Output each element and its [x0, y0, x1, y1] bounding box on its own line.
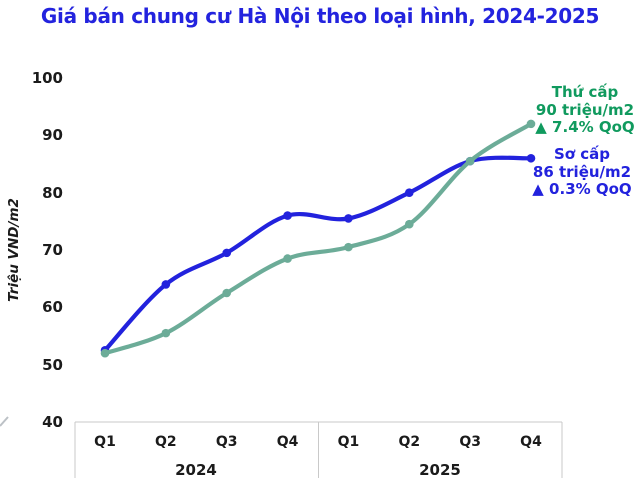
series-line-thu-cap [102, 121, 534, 356]
annotation-series-label: Thứ cấp [551, 83, 619, 101]
data-point-marker [344, 242, 353, 252]
annotation-series-label: Sơ cấp [553, 145, 611, 163]
chart-title: Giá bán chung cư Hà Nội theo loại hình, … [40, 4, 600, 28]
data-point-marker [404, 219, 414, 229]
data-point-marker [465, 156, 475, 166]
y-tick-label: 40 [42, 413, 63, 431]
quarter-label: Q2 [398, 434, 421, 450]
annotation-change: ▲ 7.4% QoQ [535, 118, 635, 136]
annotation-value: 86 triệu/m2 [532, 162, 632, 181]
data-point-marker [526, 153, 536, 163]
year-label-2024: 2024 [175, 461, 217, 479]
y-tick-label: 80 [42, 183, 63, 202]
data-point-marker [404, 188, 414, 197]
quarter-label: Q2 [155, 434, 177, 450]
left-edge-artifact [0, 416, 9, 427]
quarter-label: Q3 [459, 434, 481, 450]
y-tick-label: 90 [42, 126, 63, 145]
annotation-thu-cap: Thứ cấp 90 triệu/m2 ▲ 7.4% QoQ [530, 83, 640, 137]
data-point-marker [100, 348, 110, 358]
quarter-label: Q4 [276, 434, 299, 450]
data-point-marker [161, 280, 171, 289]
y-tick-label: 60 [42, 298, 63, 317]
y-tick-label: 70 [42, 241, 63, 259]
data-point-marker [161, 328, 171, 338]
quarter-label: Q1 [337, 434, 360, 450]
data-point-marker [222, 288, 232, 298]
quarter-label: Q4 [520, 434, 542, 450]
annotation-so-cap: Sơ cấp 86 triệu/m2 ▲ 0.3% QoQ [527, 145, 637, 199]
data-point-marker [283, 254, 292, 263]
data-point-marker [344, 214, 353, 223]
annotation-change: ▲ 0.3% QoQ [532, 180, 632, 198]
year-label-2025: 2025 [419, 461, 461, 479]
y-tick-label: 100 [31, 69, 63, 87]
data-point-marker [222, 248, 232, 258]
y-tick-label: 50 [42, 355, 63, 374]
data-point-marker [526, 119, 536, 129]
quarter-label: Q1 [94, 434, 116, 450]
quarter-label: Q3 [215, 434, 238, 450]
data-point-marker [283, 211, 292, 220]
annotation-value: 90 triệu/m2 [535, 100, 635, 119]
